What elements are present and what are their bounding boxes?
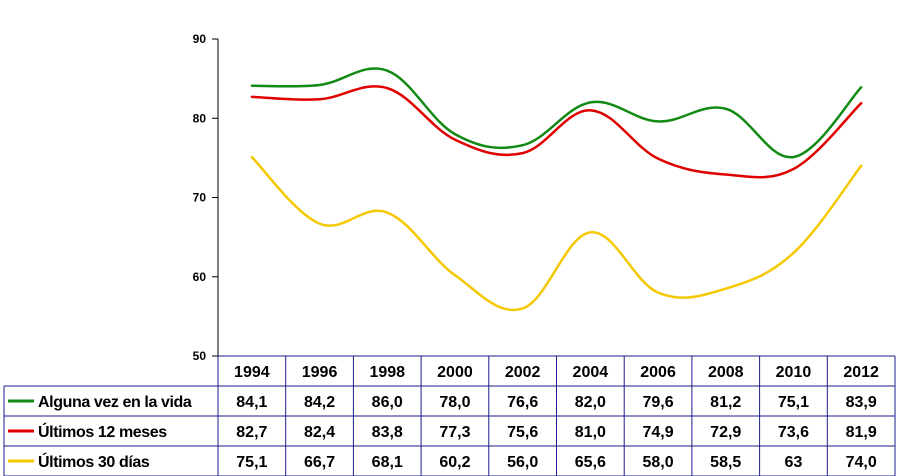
data-label: 82,7 (236, 424, 267, 441)
data-label: 77,3 (439, 424, 470, 441)
data-label: 84,1 (236, 394, 267, 411)
y-tick-label: 50 (193, 349, 207, 363)
data-label: 63 (785, 454, 803, 471)
data-label: 75,1 (236, 454, 267, 471)
series-line-3 (250, 155, 863, 312)
data-label: 74,0 (846, 454, 877, 471)
x-tick-label: 2004 (573, 364, 609, 381)
data-label: 68,1 (372, 454, 403, 471)
series-line-1 (250, 67, 863, 159)
data-label: 72,9 (710, 424, 741, 441)
data-label: 86,0 (372, 394, 403, 411)
data-label: 58,5 (710, 454, 741, 471)
data-label: 82,4 (304, 424, 335, 441)
data-label: 75,1 (778, 394, 809, 411)
data-label: 66,7 (304, 454, 335, 471)
x-tick-label: 2010 (776, 364, 812, 381)
data-label: 79,6 (642, 394, 673, 411)
data-label: 83,8 (372, 424, 403, 441)
legend-label-2: Últimos 12 meses (38, 422, 167, 441)
x-tick-label: 2008 (708, 364, 744, 381)
series-lines (250, 67, 863, 312)
data-label: 84,2 (304, 394, 335, 411)
legend-label-3: Últimos 30 días (38, 452, 150, 471)
data-label: 58,0 (642, 454, 673, 471)
series-line-2 (250, 85, 863, 179)
legend-label-1: Alguna vez en la vida (38, 394, 192, 411)
y-tick-label: 70 (193, 191, 207, 205)
data-label: 81,9 (846, 424, 877, 441)
y-tick-label: 90 (193, 32, 207, 46)
data-label: 75,6 (507, 424, 538, 441)
data-label: 76,6 (507, 394, 538, 411)
data-label: 82,0 (575, 394, 606, 411)
data-label: 78,0 (439, 394, 470, 411)
data-label: 81,0 (575, 424, 606, 441)
data-label: 73,6 (778, 424, 809, 441)
x-tick-label: 1998 (369, 364, 405, 381)
x-tick-label: 2002 (505, 364, 541, 381)
x-tick-label: 2006 (640, 364, 676, 381)
data-label: 56,0 (507, 454, 538, 471)
data-table: 1994 1996 1998 2000 2002 2004 2006 2008 2010 2012… (3, 355, 896, 476)
x-tick-label: 1994 (234, 364, 270, 381)
x-tick-label: 1996 (302, 364, 338, 381)
y-tick-label: 60 (193, 270, 207, 284)
data-label: 83,9 (846, 394, 877, 411)
y-axis: 50 60 70 80 90 (193, 32, 219, 363)
data-label: 74,9 (642, 424, 673, 441)
x-tick-label: 2012 (843, 364, 879, 381)
x-tick-label: 2000 (437, 364, 473, 381)
data-label: 60,2 (439, 454, 470, 471)
data-label: 65,6 (575, 454, 606, 471)
data-label: 81,2 (710, 394, 741, 411)
y-tick-label: 80 (193, 111, 207, 125)
